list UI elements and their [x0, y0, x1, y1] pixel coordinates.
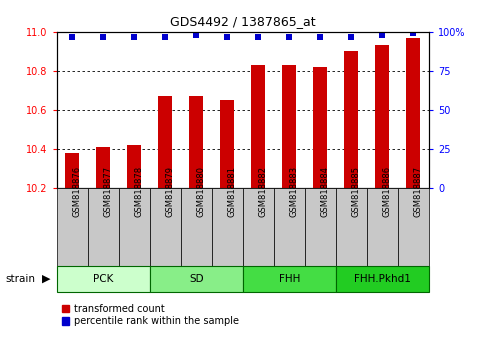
Text: GSM818876: GSM818876	[72, 166, 81, 217]
Bar	[314, 67, 327, 188]
Text: FHH.Pkhd1: FHH.Pkhd1	[354, 274, 411, 284]
Bar	[150, 266, 243, 292]
Bar	[88, 188, 119, 266]
Legend: transformed count, percentile rank within the sample: transformed count, percentile rank withi…	[62, 304, 239, 326]
Bar	[57, 188, 88, 266]
Text: GSM818881: GSM818881	[227, 166, 236, 217]
Text: GSM818883: GSM818883	[289, 166, 298, 217]
Bar	[243, 188, 274, 266]
Text: SD: SD	[189, 274, 204, 284]
Bar	[96, 147, 110, 188]
Bar	[375, 46, 389, 188]
Point	[223, 34, 231, 39]
Bar	[150, 188, 181, 266]
Bar	[212, 188, 243, 266]
Bar	[57, 266, 150, 292]
Text: GSM818884: GSM818884	[320, 166, 329, 217]
Point	[379, 32, 387, 38]
Point	[68, 34, 76, 39]
Point	[192, 32, 200, 38]
Point	[317, 34, 324, 39]
Text: GSM818885: GSM818885	[352, 166, 360, 217]
Bar	[336, 266, 429, 292]
Text: GSM818877: GSM818877	[103, 166, 112, 217]
Bar	[65, 153, 79, 188]
Point	[410, 30, 418, 36]
Bar	[336, 188, 367, 266]
Bar	[274, 188, 305, 266]
Bar	[220, 100, 234, 188]
Point	[285, 34, 293, 39]
Bar	[398, 188, 429, 266]
Bar	[345, 51, 358, 188]
Point	[99, 34, 107, 39]
Bar	[406, 38, 421, 188]
Text: strain: strain	[5, 274, 35, 284]
Text: GSM818880: GSM818880	[196, 166, 205, 217]
Bar	[243, 266, 336, 292]
Bar	[181, 188, 212, 266]
Bar	[367, 188, 398, 266]
Bar	[158, 96, 172, 188]
Point	[130, 34, 138, 39]
Text: GSM818882: GSM818882	[258, 166, 267, 217]
Point	[254, 34, 262, 39]
Text: GSM818879: GSM818879	[165, 166, 174, 217]
Point	[161, 34, 169, 39]
Text: PCK: PCK	[93, 274, 113, 284]
Bar	[119, 188, 150, 266]
Bar	[189, 96, 203, 188]
Text: GSM818886: GSM818886	[383, 166, 391, 217]
Bar	[305, 188, 336, 266]
Text: GSM818887: GSM818887	[414, 166, 423, 217]
Bar	[127, 145, 141, 188]
Text: GSM818878: GSM818878	[134, 166, 143, 217]
Bar	[282, 65, 296, 188]
Text: ▶: ▶	[42, 274, 50, 284]
Point	[348, 34, 355, 39]
Title: GDS4492 / 1387865_at: GDS4492 / 1387865_at	[170, 15, 316, 28]
Bar	[251, 65, 265, 188]
Text: FHH: FHH	[279, 274, 300, 284]
